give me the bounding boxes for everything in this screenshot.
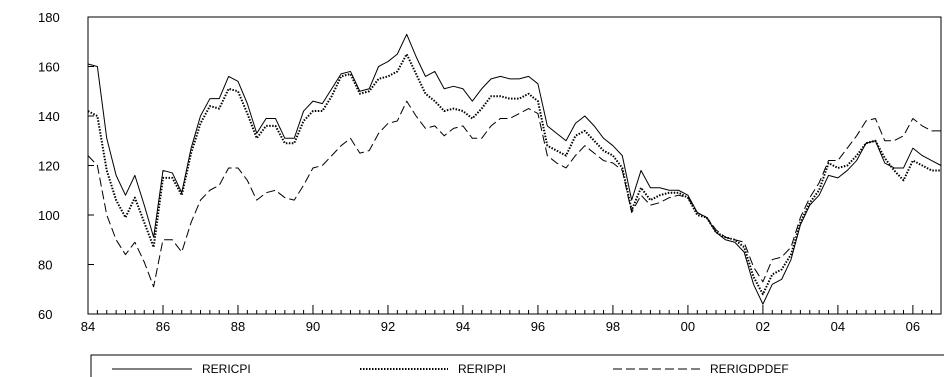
y-tick-label-140: 140 <box>38 109 60 124</box>
x-tick-label-00: 00 <box>681 319 695 334</box>
x-tick-label-94: 94 <box>456 319 470 334</box>
x-axis: 84 86 88 90 92 94 96 98 00 02 04 06 <box>81 305 942 334</box>
x-tick-label-84: 84 <box>81 319 95 334</box>
legend-frame <box>90 354 944 377</box>
series-lines <box>87 33 942 305</box>
legend: RERICPI RERIPPI RERIGDPDEF <box>90 354 944 377</box>
x-tick-label-02: 02 <box>756 319 770 334</box>
legend-label-rerigdpdef: RERIGDPDEF <box>710 362 789 376</box>
x-tick-label-96: 96 <box>531 319 545 334</box>
x-tick-label-04: 04 <box>831 319 845 334</box>
y-tick-label-80: 80 <box>38 258 52 273</box>
series-line-rerigdpdef <box>87 100 941 288</box>
x-tick-label-98: 98 <box>606 319 620 334</box>
plot-frame <box>87 16 942 315</box>
x-tick-label-86: 86 <box>156 319 170 334</box>
x-tick-label-90: 90 <box>306 319 320 334</box>
legend-label-rericpi: RERICPI <box>202 362 251 376</box>
x-tick-label-88: 88 <box>231 319 245 334</box>
x-tick-label-06: 06 <box>906 319 920 334</box>
y-tick-label-180: 180 <box>38 10 60 25</box>
y-tick-label-160: 160 <box>38 60 60 75</box>
y-axis: 60 80 100 120 140 160 180 <box>38 10 94 322</box>
x-tick-label-92: 92 <box>381 319 395 334</box>
series-line-rericpi <box>87 33 942 305</box>
y-tick-label-100: 100 <box>38 208 60 223</box>
y-tick-label-120: 120 <box>38 159 60 174</box>
series-line-rerippi <box>87 53 941 296</box>
legend-label-reri-ppi: RERIPPI <box>458 362 506 376</box>
y-tick-label-60: 60 <box>38 307 52 322</box>
